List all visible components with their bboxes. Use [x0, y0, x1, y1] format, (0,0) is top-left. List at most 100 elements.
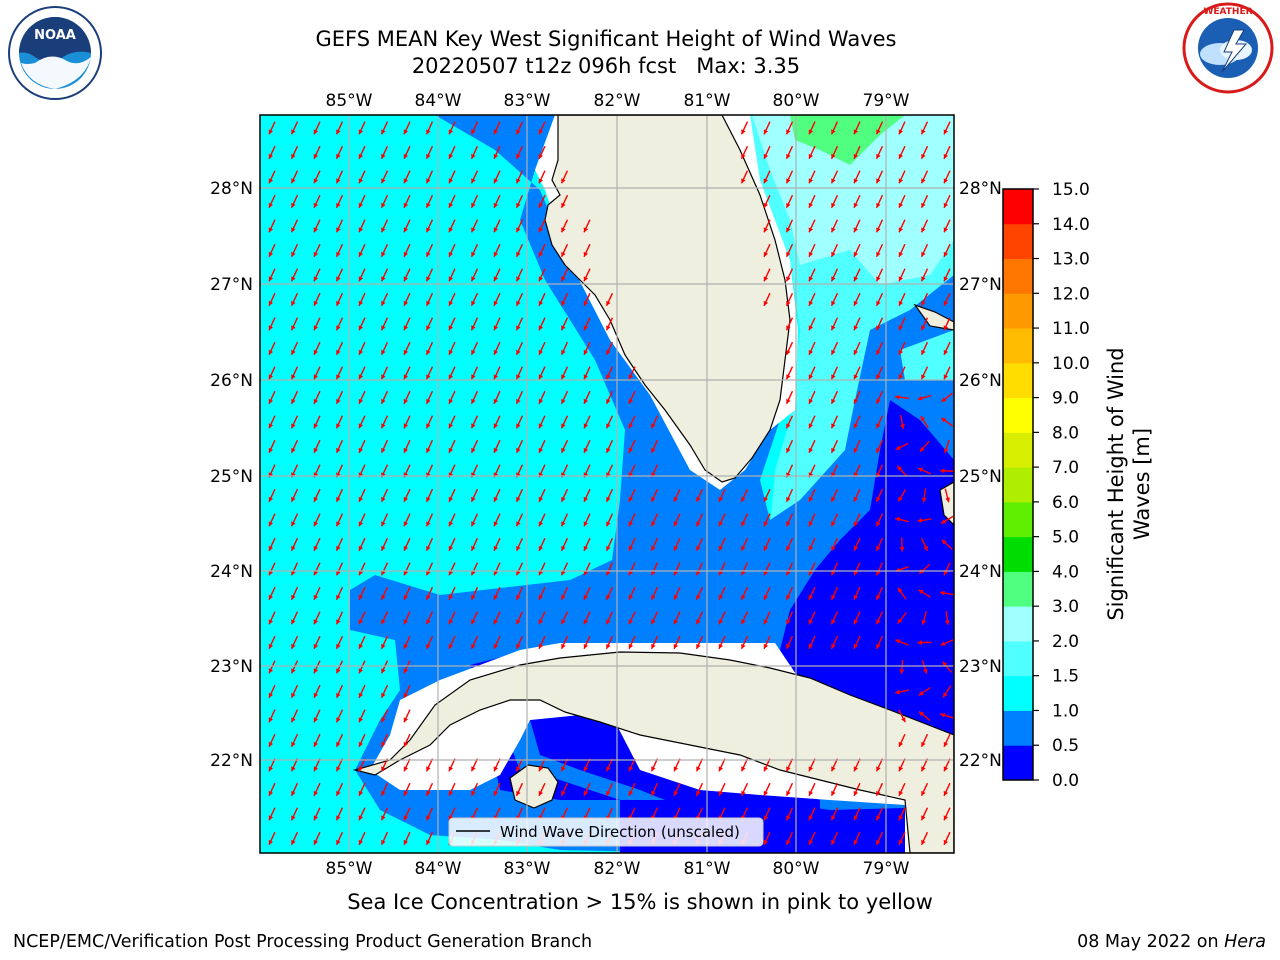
wave-arrow	[853, 635, 861, 650]
wave-arrow	[785, 219, 794, 233]
wave-arrow	[403, 145, 411, 160]
wave-arrow	[358, 782, 366, 797]
lat-label-right: 28°N	[959, 179, 1002, 199]
wave-arrow	[853, 243, 861, 258]
wave-arrow	[763, 145, 771, 160]
wave-arrow	[425, 831, 434, 846]
colorbar-tick-label: 2.0	[1052, 632, 1079, 652]
lon-label-top: 80°W	[773, 91, 820, 111]
wave-arrow	[895, 639, 909, 646]
wave-arrow	[515, 317, 524, 331]
wave-arrow	[448, 219, 456, 233]
wave-arrow	[808, 292, 816, 307]
wave-arrow	[515, 341, 524, 356]
wave-arrow	[943, 807, 951, 821]
footer-left: NCEP/EMC/Verification Post Processing Pr…	[13, 932, 593, 952]
wave-arrow	[313, 733, 321, 748]
wave-arrow	[943, 170, 951, 184]
wave-arrow	[313, 341, 321, 356]
wave-arrow	[380, 537, 389, 552]
wave-arrow	[740, 758, 749, 772]
wave-arrow	[403, 317, 411, 331]
wave-arrow	[785, 268, 794, 282]
wave-arrow	[920, 807, 929, 821]
wave-arrow	[628, 390, 636, 405]
lon-label-bottom: 82°W	[594, 859, 641, 879]
wave-arrow	[830, 488, 839, 503]
wave-arrow	[290, 121, 299, 135]
wave-arrow	[898, 170, 906, 184]
wave-arrow	[380, 758, 389, 772]
wave-arrow	[830, 439, 839, 454]
wave-arrow	[290, 145, 299, 160]
wave-arrow	[605, 586, 614, 601]
wave-arrow	[403, 292, 411, 307]
wave-arrow	[894, 394, 910, 400]
wave-arrow	[538, 219, 546, 233]
colorbar-segment	[1003, 501, 1033, 538]
wave-arrow	[380, 709, 389, 723]
wave-arrow	[313, 121, 321, 135]
wave-arrow	[583, 635, 591, 650]
wave-arrow	[853, 831, 861, 846]
wave-arrow	[560, 415, 569, 429]
wave-arrow	[560, 513, 569, 527]
colorbar-tick-label: 1.5	[1052, 667, 1079, 687]
wave-arrow	[448, 513, 456, 527]
wave-arrow	[313, 709, 321, 723]
wave-arrow	[917, 394, 932, 401]
wave-arrow	[268, 219, 276, 233]
wave-arrow	[920, 537, 929, 552]
wave-arrow	[808, 439, 816, 454]
wave-arrow	[763, 243, 771, 258]
wave-arrow	[448, 488, 456, 503]
wave-arrow	[268, 488, 276, 503]
wave-arrow	[921, 660, 928, 674]
wave-arrow	[853, 562, 861, 576]
wave-arrow	[403, 243, 411, 258]
wave-arrow	[808, 807, 816, 821]
wave-arrow	[560, 390, 569, 405]
wave-arrow	[830, 219, 839, 233]
wave-field-pale-cyan	[752, 115, 954, 285]
wave-arrow	[583, 317, 591, 331]
wave-arrow	[920, 292, 929, 307]
wave-arrow	[470, 488, 479, 503]
wave-arrow	[335, 390, 344, 405]
wave-arrow	[920, 782, 929, 797]
lat-label-left: 22°N	[210, 751, 253, 771]
wave-arrow	[493, 586, 501, 601]
wave-arrow	[268, 513, 276, 527]
wave-arrow	[448, 611, 456, 625]
wave-arrow	[583, 415, 591, 429]
wave-arrow	[515, 635, 524, 650]
wave-arrow	[358, 317, 366, 331]
wave-arrow	[650, 635, 659, 650]
wave-arrow	[785, 611, 794, 625]
colorbar-segment	[1003, 328, 1033, 364]
wave-arrow	[425, 145, 434, 160]
wave-arrow	[403, 170, 411, 184]
wave-arrow	[808, 586, 816, 601]
wave-arrow	[853, 488, 861, 503]
wave-arrow	[898, 831, 906, 846]
wave-arrow	[493, 562, 501, 576]
wave-arrow	[917, 518, 932, 523]
wave-arrow	[808, 194, 816, 209]
wave-arrow	[875, 170, 884, 184]
wave-arrow	[403, 439, 411, 454]
wave-arrow	[830, 758, 839, 772]
wave-arrow	[853, 415, 861, 429]
wave-arrow	[718, 537, 726, 552]
colorbar-segment	[1003, 397, 1033, 433]
wave-arrow	[785, 317, 794, 331]
wave-arrow	[898, 219, 906, 233]
wave-arrow	[290, 537, 299, 552]
wave-arrow	[358, 758, 366, 772]
wave-arrow	[493, 537, 501, 552]
wave-arrow	[853, 219, 861, 233]
colorbar-segment	[1003, 432, 1033, 468]
wave-arrow	[920, 831, 929, 846]
wave-arrow	[538, 782, 546, 797]
wave-arrow	[313, 782, 321, 797]
